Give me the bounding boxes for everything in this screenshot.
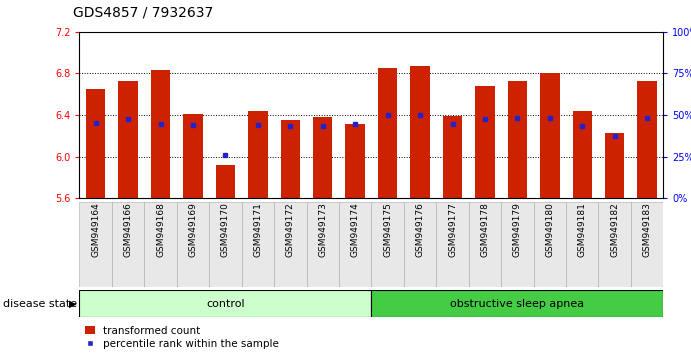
FancyBboxPatch shape — [307, 202, 339, 287]
FancyBboxPatch shape — [112, 202, 144, 287]
FancyBboxPatch shape — [144, 202, 177, 287]
Legend: transformed count, percentile rank within the sample: transformed count, percentile rank withi… — [85, 326, 279, 349]
Text: GSM949170: GSM949170 — [221, 202, 230, 257]
Text: GSM949175: GSM949175 — [383, 202, 392, 257]
Bar — [508, 81, 527, 198]
Text: disease state: disease state — [3, 298, 77, 309]
Bar — [540, 74, 560, 198]
Bar — [605, 133, 625, 198]
Text: GSM949164: GSM949164 — [91, 202, 100, 257]
Bar — [410, 66, 430, 198]
Text: GSM949177: GSM949177 — [448, 202, 457, 257]
Bar — [183, 114, 202, 198]
Text: GSM949183: GSM949183 — [643, 202, 652, 257]
Text: GSM949171: GSM949171 — [254, 202, 263, 257]
Text: GDS4857 / 7932637: GDS4857 / 7932637 — [73, 5, 213, 19]
Text: ▶: ▶ — [68, 298, 76, 309]
FancyBboxPatch shape — [339, 202, 371, 287]
Bar — [248, 111, 267, 198]
FancyBboxPatch shape — [372, 290, 663, 317]
FancyBboxPatch shape — [566, 202, 598, 287]
Bar — [118, 81, 138, 198]
FancyBboxPatch shape — [598, 202, 631, 287]
Text: GSM949168: GSM949168 — [156, 202, 165, 257]
Text: control: control — [206, 298, 245, 309]
Bar — [573, 111, 592, 198]
FancyBboxPatch shape — [79, 290, 372, 317]
Bar — [346, 124, 365, 198]
FancyBboxPatch shape — [436, 202, 468, 287]
Bar — [313, 117, 332, 198]
FancyBboxPatch shape — [468, 202, 501, 287]
FancyBboxPatch shape — [177, 202, 209, 287]
Text: GSM949182: GSM949182 — [610, 202, 619, 257]
Text: GSM949180: GSM949180 — [545, 202, 554, 257]
Text: GSM949176: GSM949176 — [415, 202, 424, 257]
Text: GSM949181: GSM949181 — [578, 202, 587, 257]
Bar — [281, 120, 300, 198]
Text: GSM949166: GSM949166 — [124, 202, 133, 257]
Text: GSM949179: GSM949179 — [513, 202, 522, 257]
Bar — [86, 89, 106, 198]
Text: GSM949169: GSM949169 — [189, 202, 198, 257]
FancyBboxPatch shape — [533, 202, 566, 287]
Text: GSM949173: GSM949173 — [319, 202, 328, 257]
FancyBboxPatch shape — [501, 202, 533, 287]
FancyBboxPatch shape — [371, 202, 404, 287]
Text: obstructive sleep apnea: obstructive sleep apnea — [451, 298, 585, 309]
Bar — [216, 165, 235, 198]
FancyBboxPatch shape — [274, 202, 307, 287]
Text: GSM949172: GSM949172 — [286, 202, 295, 257]
Text: GSM949178: GSM949178 — [480, 202, 489, 257]
FancyBboxPatch shape — [79, 202, 112, 287]
FancyBboxPatch shape — [242, 202, 274, 287]
FancyBboxPatch shape — [631, 202, 663, 287]
FancyBboxPatch shape — [209, 202, 242, 287]
Bar — [475, 86, 495, 198]
Bar — [637, 81, 657, 198]
Bar — [151, 70, 170, 198]
FancyBboxPatch shape — [404, 202, 436, 287]
Text: GSM949174: GSM949174 — [351, 202, 360, 257]
Bar — [378, 68, 397, 198]
Bar — [443, 116, 462, 198]
